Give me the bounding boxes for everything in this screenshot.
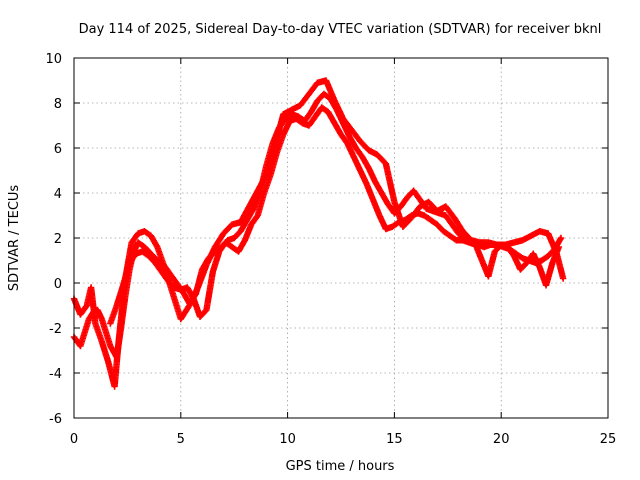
x-tick-label: 10	[279, 432, 296, 447]
y-tick-label: 4	[54, 187, 62, 202]
x-tick-label: 5	[177, 432, 185, 447]
y-tick-label: 10	[45, 52, 62, 67]
x-tick-label: 15	[386, 432, 403, 447]
series-track-b	[70, 77, 567, 390]
data-points	[70, 77, 567, 390]
y-tick-label: 8	[54, 97, 62, 112]
data-point	[557, 234, 565, 242]
y-tick-label: 6	[54, 142, 62, 157]
y-tick-label: 2	[54, 232, 62, 247]
series-track-a	[70, 90, 565, 361]
data-point	[555, 243, 563, 251]
y-tick-label: -2	[49, 322, 62, 337]
x-axis-label: GPS time / hours	[286, 459, 395, 474]
grid	[74, 58, 608, 418]
y-tick-label: 0	[54, 277, 62, 292]
y-tick-label: -6	[49, 412, 62, 427]
x-tick-label: 20	[493, 432, 510, 447]
x-tick-label: 25	[600, 432, 617, 447]
series-track-c	[107, 104, 563, 327]
chart-title: Day 114 of 2025, Sidereal Day-to-day VTE…	[79, 22, 602, 37]
x-axis-ticks: 0 5 10 15 20 25	[70, 58, 616, 447]
x-tick-label: 0	[70, 432, 78, 447]
y-tick-label: -4	[49, 367, 62, 382]
y-axis-ticks: -6 -4 -2 0 2 4 6 8 10	[45, 52, 608, 427]
data-point	[559, 275, 567, 282]
y-axis-label: SDTVAR / TECUs	[7, 185, 22, 292]
